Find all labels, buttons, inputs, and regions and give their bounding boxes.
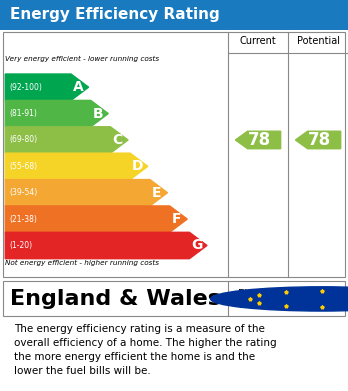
Text: 78: 78: [308, 131, 331, 149]
Text: England & Wales: England & Wales: [10, 289, 221, 309]
Text: A: A: [73, 80, 84, 94]
Text: D: D: [132, 160, 143, 173]
Polygon shape: [5, 100, 108, 127]
Text: Not energy efficient - higher running costs: Not energy efficient - higher running co…: [5, 260, 159, 266]
Polygon shape: [5, 153, 148, 179]
Polygon shape: [5, 127, 128, 153]
Polygon shape: [236, 131, 280, 149]
Text: F: F: [172, 212, 181, 226]
Text: EU Directive: EU Directive: [238, 289, 302, 300]
Text: (92-100): (92-100): [9, 83, 42, 92]
Text: Potential: Potential: [296, 36, 340, 46]
Text: (81-91): (81-91): [9, 109, 37, 118]
Text: Current: Current: [240, 36, 276, 46]
Polygon shape: [5, 206, 187, 232]
Text: The energy efficiency rating is a measure of the
overall efficiency of a home. T: The energy efficiency rating is a measur…: [14, 324, 277, 376]
Text: 78: 78: [248, 131, 271, 149]
Text: (69-80): (69-80): [9, 135, 38, 144]
Text: (39-54): (39-54): [9, 188, 38, 197]
Text: C: C: [112, 133, 122, 147]
Text: (1-20): (1-20): [9, 241, 32, 250]
Text: Energy Efficiency Rating: Energy Efficiency Rating: [10, 7, 220, 22]
Circle shape: [211, 287, 348, 311]
Polygon shape: [295, 131, 341, 149]
Text: E: E: [152, 186, 161, 200]
Text: 2002/91/EC: 2002/91/EC: [238, 300, 299, 310]
Text: G: G: [191, 239, 203, 253]
Text: (55-68): (55-68): [9, 162, 38, 171]
Text: Very energy efficient - lower running costs: Very energy efficient - lower running co…: [5, 56, 159, 62]
Polygon shape: [5, 232, 207, 259]
Polygon shape: [5, 179, 167, 206]
Text: B: B: [93, 107, 103, 120]
Polygon shape: [5, 74, 89, 100]
Text: (21-38): (21-38): [9, 215, 37, 224]
